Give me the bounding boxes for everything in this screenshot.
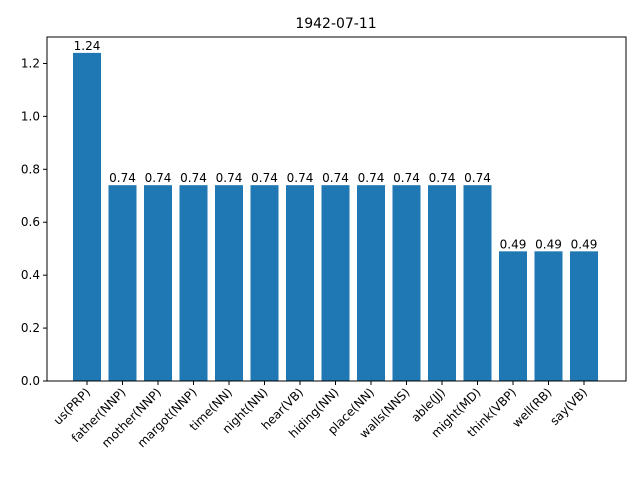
bar-value-label: 0.74	[251, 171, 278, 185]
bar-value-label: 0.74	[464, 171, 491, 185]
bar	[428, 185, 456, 381]
chart-title: 1942-07-11	[295, 16, 376, 32]
plot-frame	[46, 36, 627, 382]
bar	[73, 52, 101, 381]
y-tick-label: 0.2	[21, 321, 40, 335]
y-axis: 0.0 0.2 0.4 0.6 0.8 1.0 1.2	[21, 56, 47, 388]
bar-value-label: 0.74	[287, 171, 314, 185]
bar	[357, 185, 385, 381]
bar	[321, 185, 350, 381]
bar-value-label: 0.74	[216, 171, 243, 185]
bars	[73, 52, 598, 381]
bar	[534, 251, 563, 381]
bar	[392, 185, 421, 381]
bar-value-label: 0.49	[571, 237, 598, 251]
bar-value-label: 0.49	[500, 237, 527, 251]
x-tick-label: well(RB)	[509, 385, 554, 430]
bar	[144, 185, 172, 381]
bar-value-label: 0.74	[393, 171, 420, 185]
bar-value-label: 0.49	[535, 237, 562, 251]
bar	[499, 251, 527, 381]
y-tick-label: 0.6	[21, 215, 40, 229]
bar-value-label: 0.74	[180, 171, 207, 185]
bar-value-label: 0.74	[109, 171, 136, 185]
bar	[108, 185, 137, 381]
y-tick-label: 1.2	[21, 56, 40, 70]
bar-value-label: 0.74	[322, 171, 349, 185]
x-tick-label: say(VB)	[547, 385, 590, 428]
y-tick-label: 0.0	[21, 374, 40, 388]
bar	[250, 185, 279, 381]
y-tick-label: 0.8	[21, 162, 40, 176]
bar	[179, 185, 208, 381]
bar	[463, 185, 492, 381]
x-axis: us(PRP)father(NNP)mother(NNP)margot(NNP)…	[51, 381, 590, 450]
y-tick-label: 0.4	[21, 268, 40, 282]
bar-labels: 1.24 0.74 0.74 0.74 0.74 0.74 0.74 0.74 0.74 0.74…	[74, 39, 598, 251]
bar-value-label: 0.74	[358, 171, 385, 185]
bar	[286, 185, 314, 381]
bar	[215, 185, 243, 381]
bar-value-label: 0.74	[145, 171, 172, 185]
bar	[570, 251, 598, 381]
bar-value-label: 0.74	[429, 171, 456, 185]
y-tick-label: 1.0	[21, 109, 40, 123]
bar-value-label: 1.24	[74, 39, 101, 53]
